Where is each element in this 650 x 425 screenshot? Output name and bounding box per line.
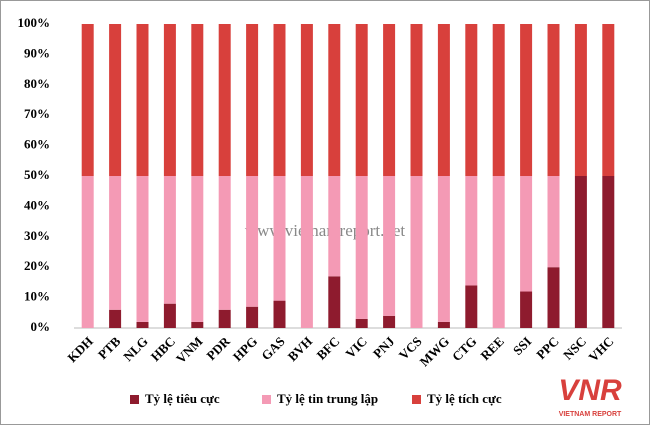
bar-segment <box>136 24 149 176</box>
bar-segment <box>410 24 423 176</box>
bar-segment <box>300 24 313 176</box>
legend-label: Tỷ lệ tích cực <box>427 391 502 406</box>
bar-segment <box>246 24 259 176</box>
bar-segment <box>465 24 478 176</box>
bar-segment <box>410 176 423 328</box>
bar-segment <box>273 24 286 176</box>
y-tick-label: 60% <box>24 137 50 152</box>
bar-segment <box>492 24 505 176</box>
watermark: www.vietnamreport.net <box>245 221 406 240</box>
y-tick-label: 90% <box>24 45 50 60</box>
y-tick-label: 70% <box>24 106 50 121</box>
bar-segment <box>218 309 231 328</box>
bar-segment <box>383 315 396 328</box>
bar-segment <box>355 176 368 319</box>
bar-segment <box>273 300 286 328</box>
bar-segment <box>465 176 478 286</box>
bar-segment <box>109 309 122 328</box>
bar-segment <box>355 318 368 328</box>
logo-caption: VIETNAM REPORT <box>559 411 622 418</box>
bar-segment <box>547 176 560 268</box>
bar-segment <box>437 176 450 322</box>
y-tick-label: 50% <box>24 167 50 182</box>
y-tick-label: 80% <box>24 76 50 91</box>
bar-segment <box>547 24 560 176</box>
bar-segment <box>191 24 204 176</box>
legend-swatch <box>130 395 139 404</box>
bar-segment <box>437 24 450 176</box>
logo: VNR <box>558 374 622 407</box>
bar-segment <box>328 24 341 176</box>
bar-segment <box>328 276 341 328</box>
bar-segment <box>136 321 149 328</box>
bar-segment <box>328 176 341 277</box>
bar-segment <box>136 176 149 322</box>
bar-segment <box>246 306 259 328</box>
bar-segment <box>163 24 176 176</box>
legend-label: Tỷ lệ tiêu cực <box>145 391 220 406</box>
y-tick-label: 10% <box>24 289 50 304</box>
bar-segment <box>191 176 204 322</box>
legend-swatch <box>412 395 421 404</box>
bar-segment <box>218 24 231 176</box>
bar-segment <box>492 176 505 328</box>
bar-segment <box>191 321 204 328</box>
bar-segment <box>218 176 231 310</box>
bar-segment <box>383 24 396 176</box>
bar-segment <box>520 291 533 328</box>
bar-segment <box>246 176 259 307</box>
bar-segment <box>520 24 533 176</box>
bar-segment <box>81 176 94 328</box>
bar-segment <box>602 176 615 328</box>
bar-segment <box>437 321 450 328</box>
bar-segment <box>109 24 122 176</box>
bar-segment <box>300 176 313 328</box>
y-tick-label: 30% <box>24 228 50 243</box>
bar-segment <box>355 24 368 176</box>
bar-segment <box>465 285 478 328</box>
bar-segment <box>383 176 396 316</box>
bar-segment <box>81 24 94 176</box>
bar-segment <box>163 303 176 328</box>
bar-segment <box>574 176 587 328</box>
bar-segment <box>574 24 587 176</box>
bar-segment <box>163 176 176 304</box>
bar-segment <box>602 24 615 176</box>
bar-segment <box>547 267 560 328</box>
bar-segment <box>109 176 122 310</box>
bar-segment <box>520 176 533 292</box>
bar-segment <box>273 176 286 301</box>
y-tick-label: 0% <box>31 319 51 334</box>
y-tick-label: 20% <box>24 258 50 273</box>
y-tick-label: 100% <box>18 15 51 30</box>
legend-swatch <box>262 395 271 404</box>
y-tick-label: 40% <box>24 197 50 212</box>
legend-label: Tỷ lệ tin trung lập <box>277 391 378 406</box>
